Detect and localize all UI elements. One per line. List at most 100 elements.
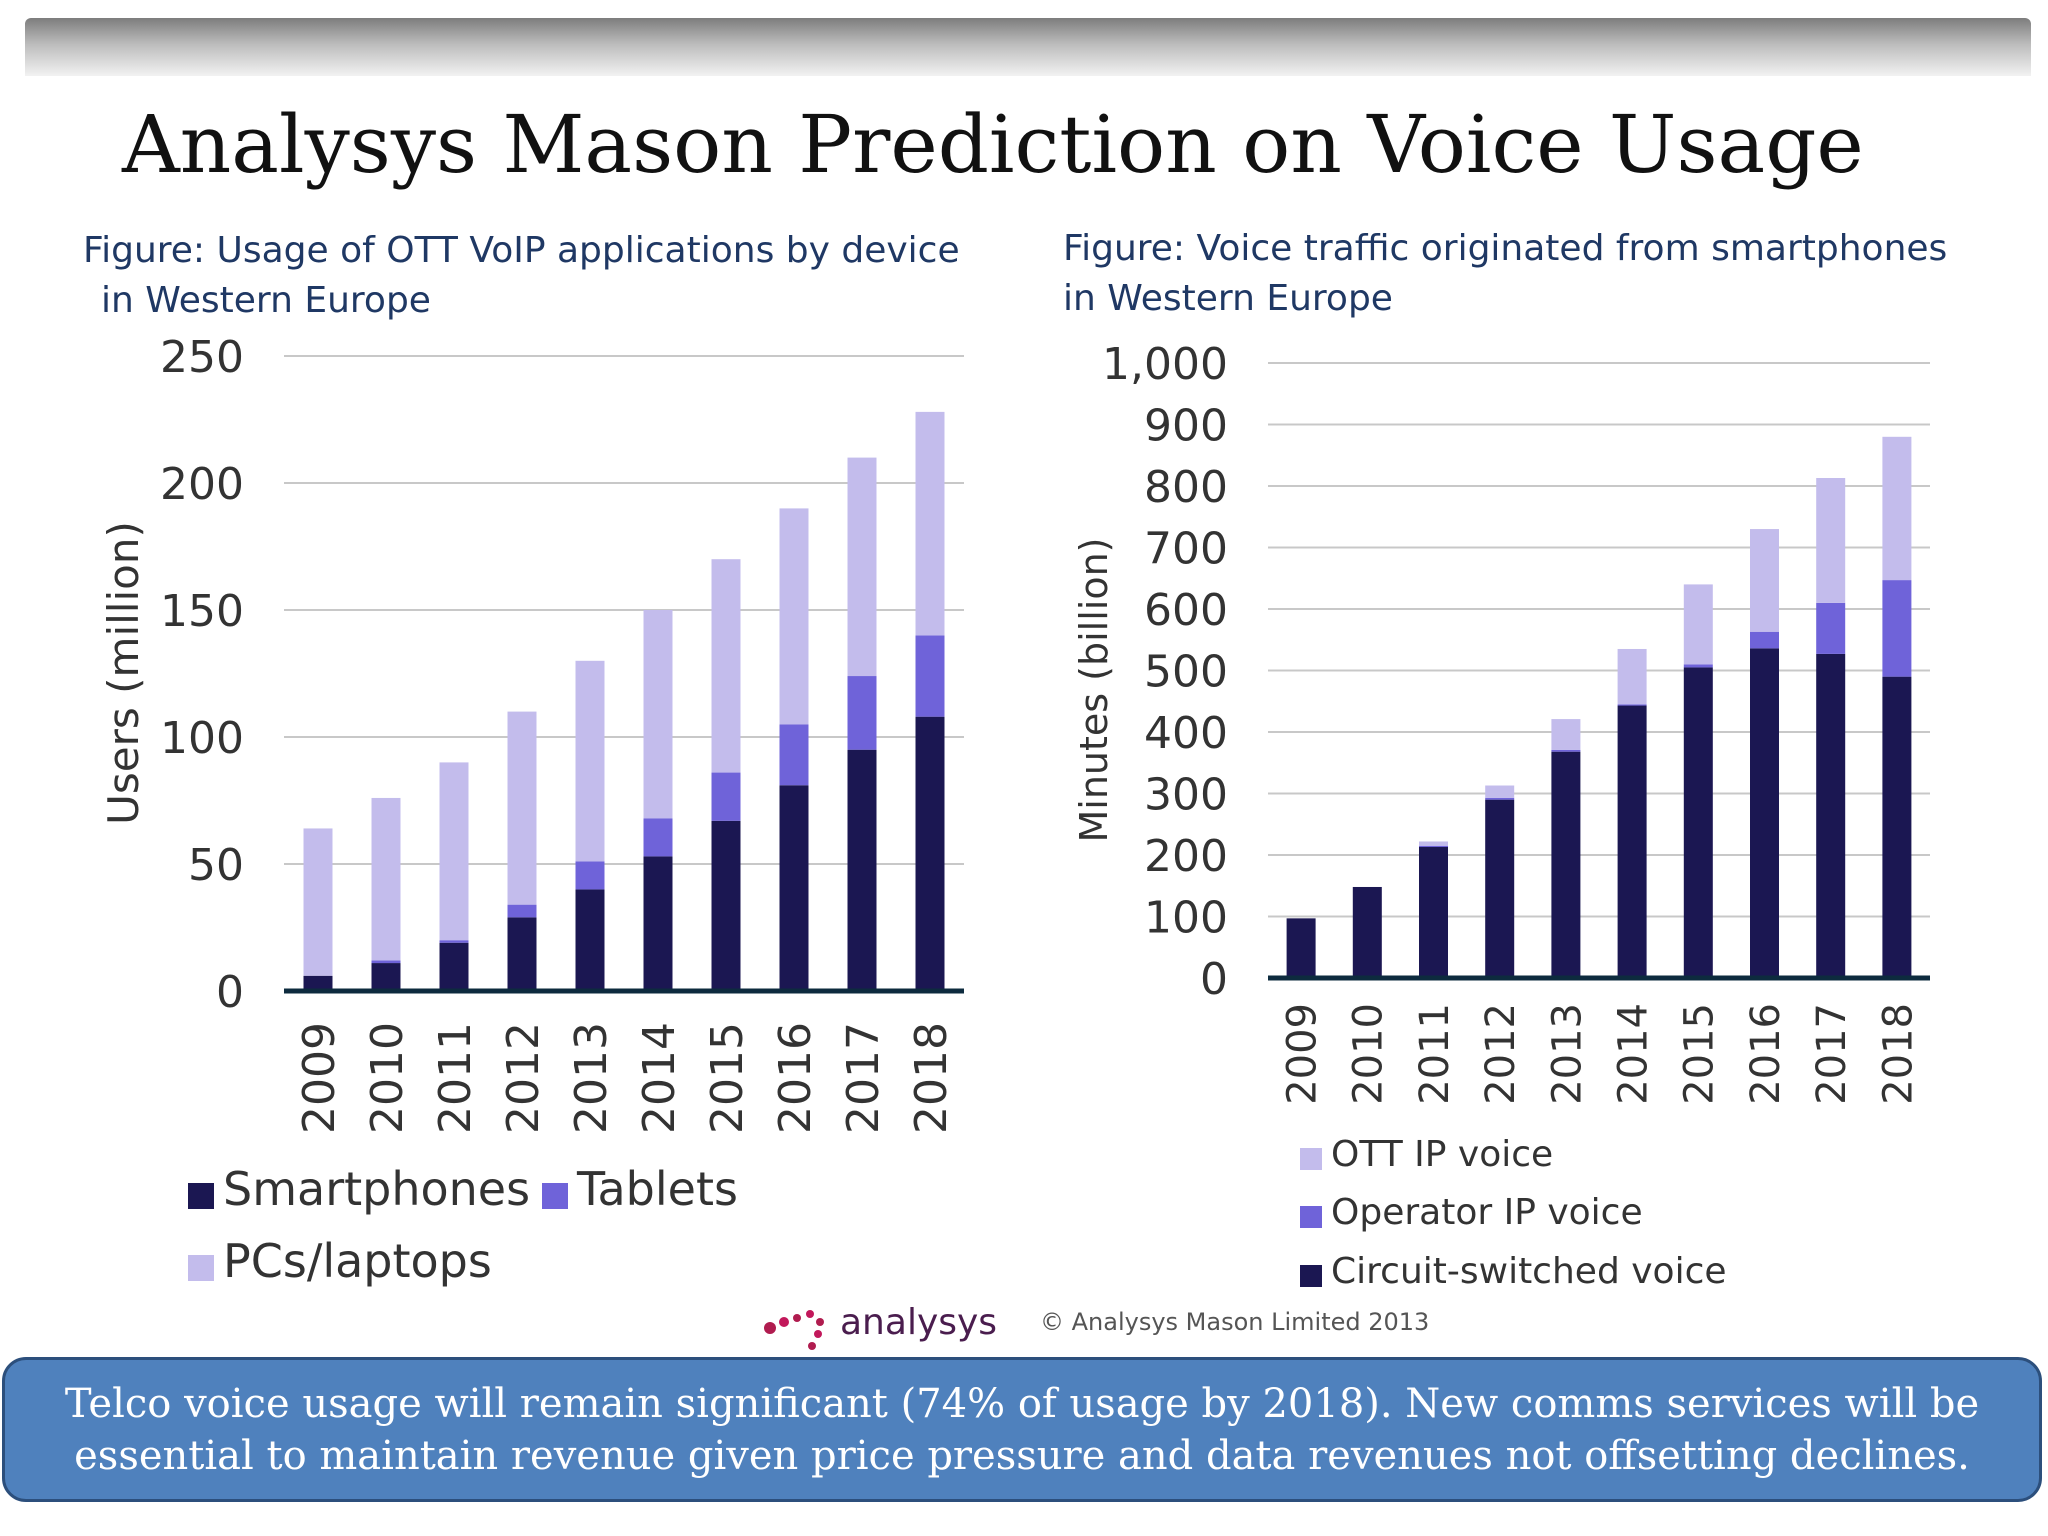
right-bar-operator-ip-voice <box>1882 580 1912 677</box>
right-bar-operator-ip-voice <box>1683 664 1713 668</box>
right-bar-ott-ip-voice <box>1750 529 1779 632</box>
right-bar-circuit-switched-voice <box>1683 667 1713 978</box>
left-x-tick-label: 2009 <box>294 1022 345 1134</box>
right-y-tick-label: 1,000 <box>1102 339 1228 390</box>
left-x-tick-label: 2014 <box>634 1022 685 1134</box>
left-y-tick-label: 150 <box>160 586 244 637</box>
right-legend-swatch <box>1300 1206 1322 1228</box>
right-chart-caption-line2: in Western Europe <box>1063 278 1393 319</box>
left-bar-smartphones <box>711 820 741 991</box>
right-x-tick-label: 2015 <box>1677 1003 1723 1105</box>
right-legend-swatch <box>1300 1148 1322 1170</box>
left-bar-smartphones <box>643 856 673 991</box>
right-bar-ott-ip-voice <box>1617 648 1647 705</box>
left-y-tick-label: 0 <box>216 967 244 1018</box>
left-x-tick-label: 2018 <box>906 1022 957 1134</box>
right-bar-ott-ip-voice <box>1882 436 1912 581</box>
right-y-tick-label: 500 <box>1144 646 1228 697</box>
right-legend-label: Circuit-switched voice <box>1331 1251 1727 1292</box>
right-y-tick-label: 900 <box>1144 400 1228 451</box>
right-x-tick-label: 2011 <box>1412 1003 1458 1105</box>
left-bar-pcs-laptops <box>915 411 945 636</box>
right-chart-caption-line1: Figure: Voice traffic originated from sm… <box>1063 228 1948 269</box>
right-y-tick-label: 400 <box>1144 708 1228 759</box>
smartphone-voice-traffic-chart: 0 100 200 300 400 500 600 700 800 900 1,000 2009 201… <box>1072 339 1930 1292</box>
left-bar-tablets <box>711 772 741 821</box>
left-chart-caption-line1: Figure: Usage of OTT VoIP applications b… <box>83 230 960 271</box>
left-x-tick-label: 2015 <box>702 1022 753 1134</box>
right-bar-operator-ip-voice <box>1617 704 1647 706</box>
logo-dots-icon <box>764 1310 824 1350</box>
left-y-axis-title: Users (million) <box>99 521 148 825</box>
right-x-tick-label: 2012 <box>1478 1003 1524 1105</box>
right-bar-operator-ip-voice <box>1485 797 1515 800</box>
logo-text: analysys <box>840 1302 998 1343</box>
left-bar-smartphones <box>847 749 877 991</box>
right-x-tick-label: 2014 <box>1611 1003 1657 1105</box>
title-bar-band <box>25 18 2031 76</box>
left-bar-smartphones <box>575 889 605 991</box>
left-bar-tablets <box>915 635 945 717</box>
left-bar-tablets <box>575 861 605 890</box>
left-legend-swatch <box>188 1183 214 1209</box>
right-legend-swatch <box>1300 1265 1322 1287</box>
summary-callout-line1: Telco voice usage will remain significan… <box>64 1381 1980 1427</box>
left-bar-pcs-laptops <box>507 711 537 905</box>
left-x-tick-label: 2016 <box>770 1022 821 1134</box>
left-bar-pcs-laptops <box>711 559 741 773</box>
summary-callout-line2: essential to maintain revenue given pric… <box>74 1433 1970 1479</box>
right-x-tick-label: 2018 <box>1875 1003 1921 1105</box>
right-legend-label: Operator IP voice <box>1331 1192 1643 1233</box>
left-bar-tablets <box>371 960 401 964</box>
right-y-tick-label: 600 <box>1144 585 1228 636</box>
right-bar-ott-ip-voice <box>1683 584 1713 665</box>
right-bar-circuit-switched-voice <box>1551 751 1581 978</box>
analysys-mason-logo: analysys <box>760 1300 1000 1360</box>
left-bar-smartphones <box>779 785 809 991</box>
left-bar-tablets <box>847 676 877 750</box>
left-legend-swatch <box>542 1183 568 1209</box>
copyright-notice: © Analysys Mason Limited 2013 <box>1040 1308 1430 1336</box>
right-bar-ott-ip-voice <box>1419 841 1448 846</box>
right-bar-circuit-switched-voice <box>1816 653 1846 978</box>
right-y-tick-label: 200 <box>1144 831 1228 882</box>
left-bar-smartphones <box>915 716 945 991</box>
left-bar-pcs-laptops <box>575 660 605 862</box>
right-bar-circuit-switched-voice <box>1882 676 1912 978</box>
left-x-tick-label: 2012 <box>498 1022 549 1134</box>
right-bar-circuit-switched-voice <box>1286 918 1316 978</box>
right-bar-operator-ip-voice <box>1816 602 1846 654</box>
left-bar-smartphones <box>507 917 537 991</box>
left-bar-pcs-laptops <box>779 508 809 725</box>
right-y-tick-label: 100 <box>1144 892 1228 943</box>
left-x-tick-label: 2011 <box>430 1022 481 1134</box>
right-bar-circuit-switched-voice <box>1352 886 1382 978</box>
left-chart-caption-line2: in Western Europe <box>101 280 431 321</box>
left-legend-swatch <box>188 1255 214 1281</box>
left-bar-smartphones <box>439 942 469 991</box>
left-bar-tablets <box>779 724 809 786</box>
right-bar-operator-ip-voice <box>1750 631 1779 649</box>
right-bar-ott-ip-voice <box>1551 719 1581 750</box>
right-y-axis-title: Minutes (billion) <box>1072 537 1116 842</box>
left-legend-label: Smartphones <box>223 1162 530 1216</box>
left-bar-pcs-laptops <box>371 797 401 961</box>
right-x-tick-label: 2016 <box>1743 1003 1789 1105</box>
right-legend-label: OTT IP voice <box>1331 1134 1553 1175</box>
left-y-tick-label: 200 <box>160 459 244 510</box>
left-bar-pcs-laptops <box>847 457 877 677</box>
right-x-tick-label: 2013 <box>1544 1003 1590 1105</box>
left-x-tick-label: 2010 <box>362 1022 413 1134</box>
left-bar-tablets <box>507 904 537 918</box>
right-x-tick-label: 2009 <box>1280 1003 1326 1105</box>
right-bar-circuit-switched-voice <box>1617 705 1647 978</box>
left-x-tick-label: 2017 <box>838 1022 889 1134</box>
right-bar-ott-ip-voice <box>1485 785 1515 798</box>
left-legend-label: PCs/laptops <box>223 1234 492 1288</box>
right-bar-operator-ip-voice <box>1419 845 1448 848</box>
right-chart-caption: Figure: Voice traffic originated from sm… <box>1063 224 1947 324</box>
left-y-tick-label: 50 <box>188 840 244 891</box>
right-bar-ott-ip-voice <box>1816 478 1846 603</box>
left-x-tick-label: 2013 <box>566 1022 617 1134</box>
left-bar-pcs-laptops <box>303 828 333 976</box>
